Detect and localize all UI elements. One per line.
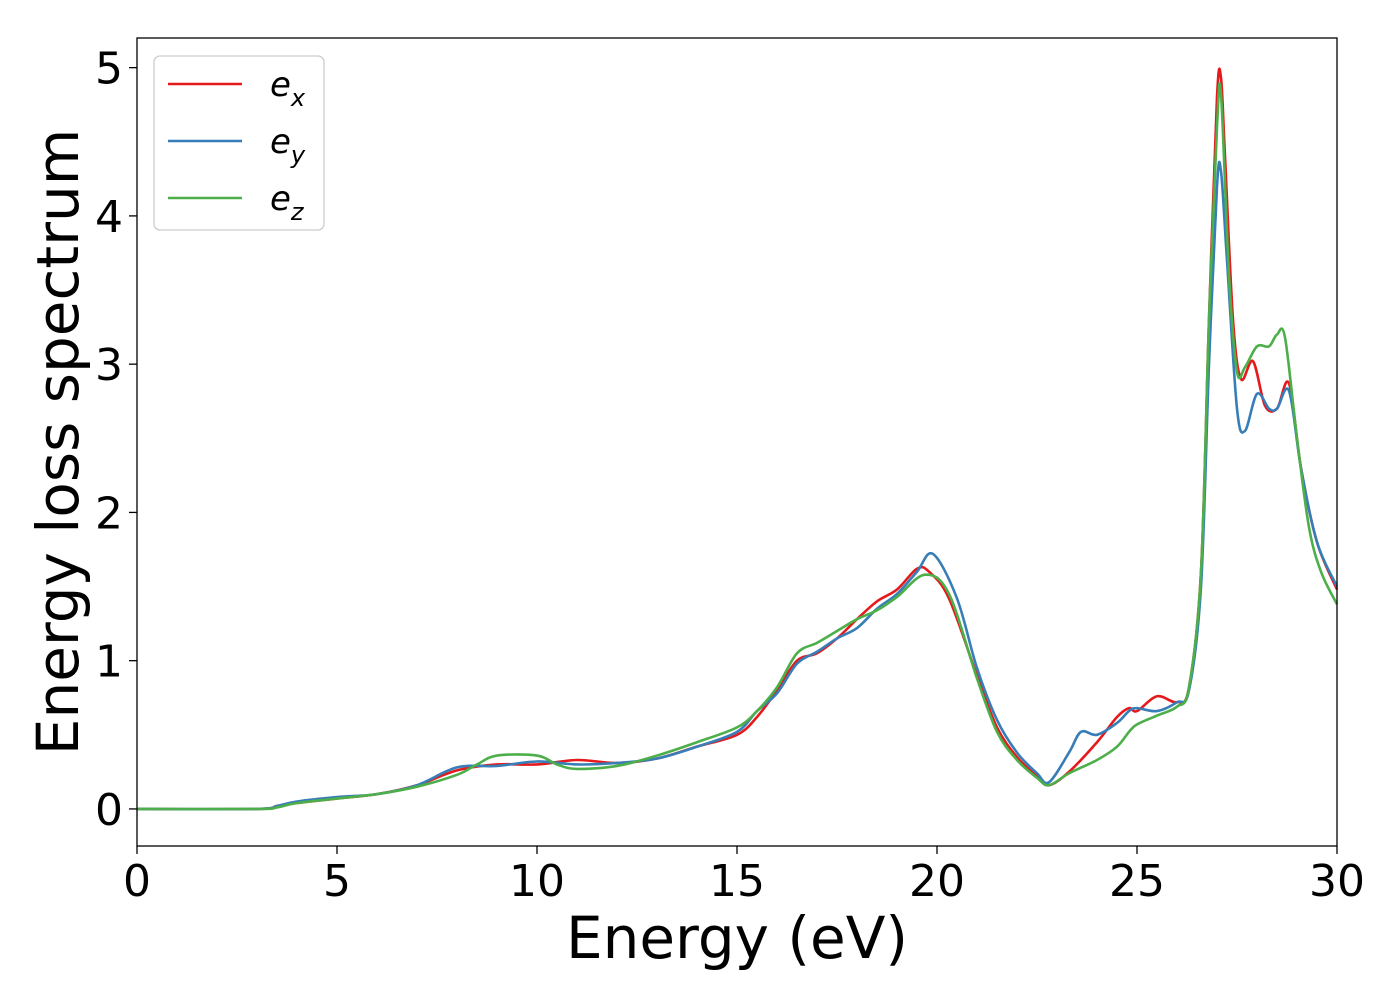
- x-tick-label: 5: [323, 856, 351, 907]
- legend-label-z: ez: [270, 179, 305, 226]
- y-tick-label: 4: [95, 192, 123, 243]
- series-line-x: [136, 67, 1339, 811]
- x-tick-label: 25: [1109, 856, 1165, 907]
- x-tick-label: 20: [909, 856, 965, 907]
- legend-label-x: ex: [270, 65, 306, 112]
- x-tick-label: 15: [709, 856, 765, 907]
- y-tick-label: 1: [95, 637, 123, 688]
- legend: ex ey ez: [153, 55, 325, 231]
- series-line-z: [136, 82, 1339, 811]
- y-tick-label: 5: [95, 44, 123, 95]
- x-tick-label: 10: [509, 856, 565, 907]
- legend-label-y: ey: [270, 122, 306, 169]
- x-axis-ticks: 0 5 10 15 20 25 30: [123, 846, 1365, 907]
- y-tick-label: 2: [95, 488, 123, 539]
- x-tick-label: 30: [1309, 856, 1365, 907]
- x-axis-label: Energy (eV): [566, 904, 908, 972]
- x-tick-label: 0: [123, 856, 151, 907]
- y-axis-ticks: 0 1 2 3 4 5: [95, 44, 137, 836]
- series-layer: [136, 67, 1339, 811]
- y-tick-label: 0: [95, 785, 123, 836]
- legend-box: [153, 55, 325, 231]
- y-tick-label: 3: [95, 340, 123, 391]
- y-axis-label: Energy loss spectrum: [24, 129, 92, 755]
